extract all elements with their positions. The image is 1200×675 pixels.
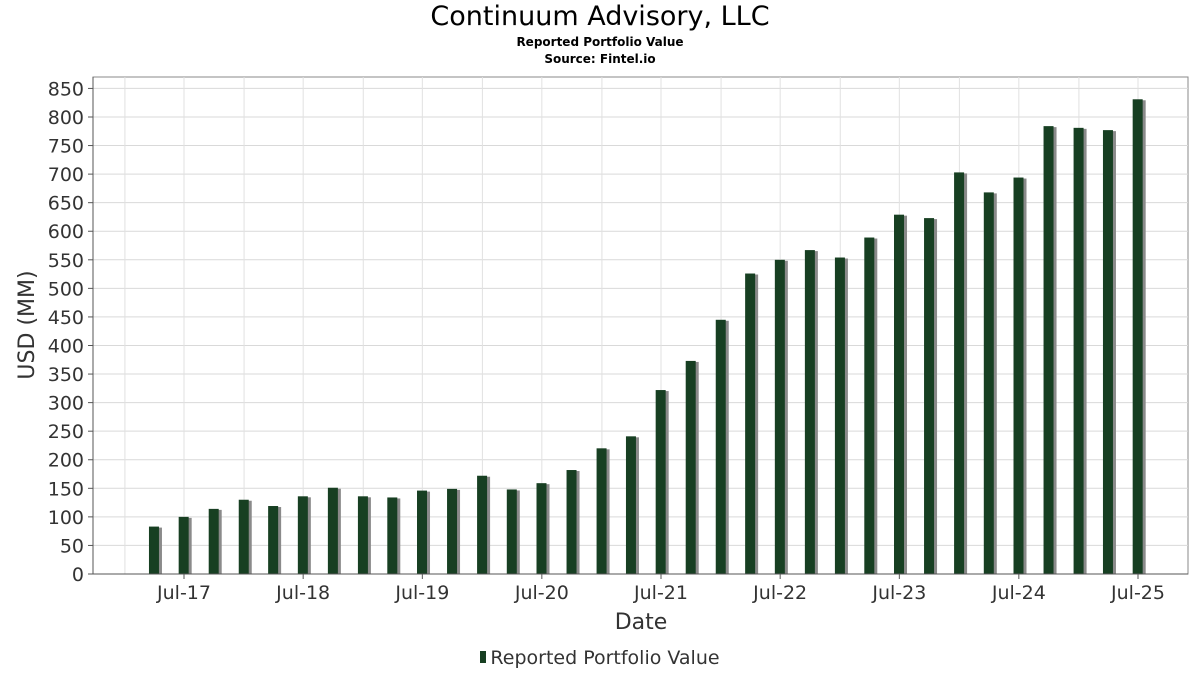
- bar-series: [148, 99, 1146, 575]
- bar: [983, 192, 994, 575]
- legend-label: Reported Portfolio Value: [490, 647, 720, 669]
- y-tick-label: 750: [48, 136, 84, 158]
- bar: [715, 319, 726, 574]
- bar: [864, 237, 875, 575]
- y-tick-label: 100: [48, 507, 84, 529]
- y-tick-label: 500: [48, 278, 84, 300]
- bar: [536, 483, 547, 574]
- y-tick-label: 300: [48, 393, 84, 415]
- bar: [745, 273, 756, 574]
- bar: [387, 497, 398, 574]
- y-tick-label: 850: [48, 78, 84, 100]
- y-tick-label: 400: [48, 335, 84, 357]
- chart-subtitle: Reported Portfolio Value: [516, 35, 684, 49]
- y-tick-label: 650: [48, 193, 84, 215]
- chart-source: Source: Fintel.io: [544, 52, 656, 66]
- y-axis-ticks: 0 50 100 150 200 250 300 350 400 450 500 550 600 650 7…: [48, 78, 93, 586]
- y-tick-label: 550: [48, 250, 84, 272]
- bar: [954, 172, 965, 574]
- bar: [655, 390, 666, 574]
- bar: [804, 250, 815, 574]
- x-tick-label: Jul-21: [633, 582, 688, 604]
- bar: [774, 259, 785, 574]
- bar: [238, 499, 249, 574]
- bar: [924, 218, 935, 574]
- x-tick-label: Jul-25: [1110, 582, 1165, 604]
- y-axis-title: USD (MM): [15, 270, 40, 379]
- bar: [447, 488, 458, 574]
- bar: [1073, 127, 1084, 574]
- chart-title: Continuum Advisory, LLC: [430, 1, 770, 32]
- bar: [417, 490, 428, 574]
- bar: [148, 526, 159, 574]
- bar: [297, 496, 308, 574]
- bar: [268, 506, 279, 574]
- x-tick-label: Jul-19: [394, 582, 449, 604]
- x-tick-label: Jul-17: [156, 582, 211, 604]
- bar: [477, 475, 488, 574]
- y-tick-label: 0: [72, 564, 84, 586]
- plot-area: [92, 76, 1189, 575]
- bar: [327, 487, 338, 574]
- bar: [357, 496, 368, 574]
- bar: [566, 470, 577, 574]
- y-tick-label: 250: [48, 421, 84, 443]
- y-tick-label: 450: [48, 307, 84, 329]
- bar: [178, 516, 189, 574]
- y-tick-label: 200: [48, 450, 84, 472]
- x-tick-label: Jul-23: [871, 582, 926, 604]
- y-tick-label: 800: [48, 107, 84, 129]
- bar: [506, 489, 517, 574]
- x-tick-label: Jul-24: [991, 582, 1046, 604]
- y-tick-label: 350: [48, 364, 84, 386]
- bar: [894, 214, 905, 574]
- bar: [1013, 177, 1024, 574]
- y-tick-label: 700: [48, 164, 84, 186]
- bar: [834, 257, 845, 574]
- bar: [208, 508, 219, 574]
- bar: [625, 436, 636, 574]
- legend: Reported Portfolio Value: [0, 647, 1200, 669]
- bar: [1132, 99, 1143, 575]
- x-tick-label: Jul-22: [752, 582, 807, 604]
- bar: [1043, 126, 1054, 575]
- x-tick-label: Jul-18: [275, 582, 330, 604]
- legend-swatch: [480, 651, 487, 663]
- bar: [685, 360, 696, 574]
- x-tick-label: Jul-20: [514, 582, 569, 604]
- x-axis-ticks: Jul-17 Jul-18 Jul-19 Jul-20 Jul-21 Jul-22 Jul-…: [156, 574, 1165, 604]
- bar: [1102, 130, 1113, 575]
- x-axis-title: Date: [615, 610, 668, 635]
- bar: [596, 448, 607, 574]
- y-tick-label: 600: [48, 221, 84, 243]
- y-tick-label: 150: [48, 478, 84, 500]
- y-tick-label: 50: [60, 535, 84, 557]
